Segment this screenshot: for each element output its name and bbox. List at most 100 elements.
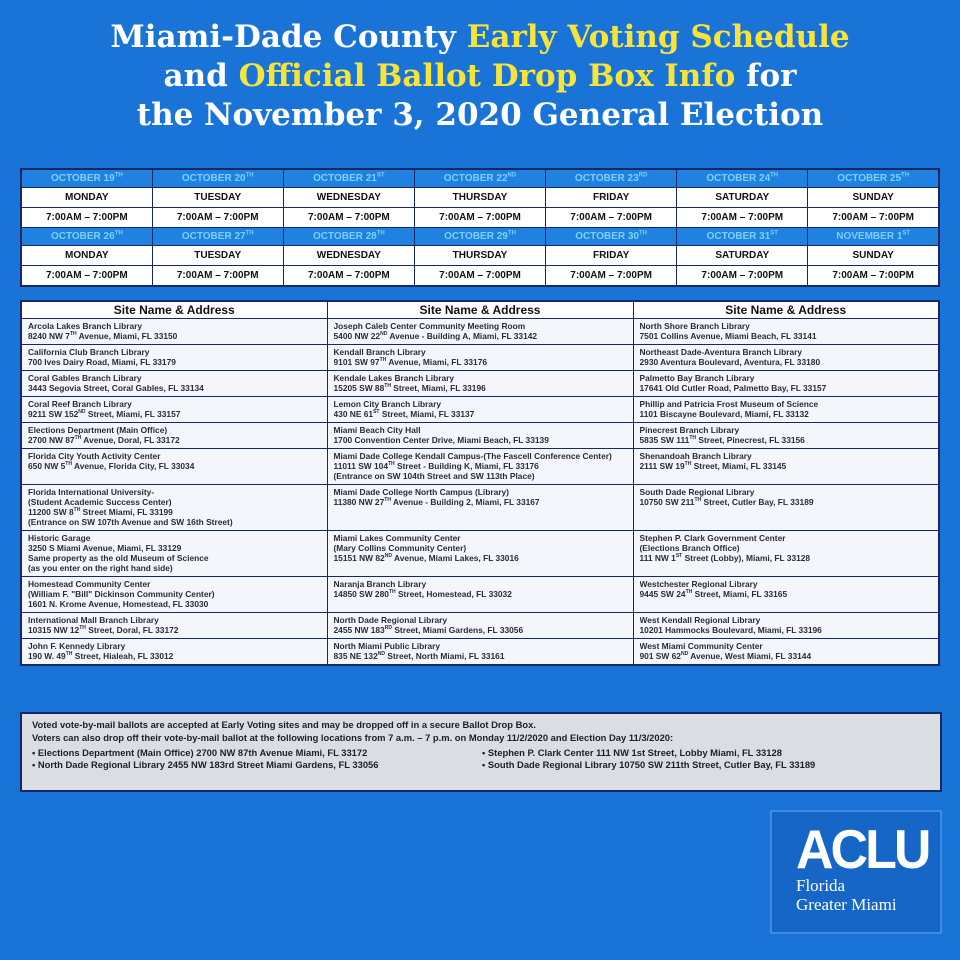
- site-address: (Entrance on SW 104th Street and SW 113t…: [333, 471, 535, 481]
- title-text: Early Voting Schedule: [466, 19, 850, 55]
- schedule-date: OCTOBER 26TH: [20, 227, 153, 246]
- column-header: Site Name & Address: [326, 300, 634, 319]
- site-cell: Kendale Lakes Branch Library 15205 SW 88T…: [326, 370, 634, 397]
- site-address: 700 Ives Dairy Road, Miami, FL 33179: [28, 357, 176, 367]
- site-cell: Coral Gables Branch Library 3443 Segovia …: [20, 370, 328, 397]
- schedule-hours: 7:00AM – 7:00PM: [20, 207, 153, 228]
- bullet-item: North Dade Regional Library 2455 NW 183r…: [32, 759, 482, 771]
- site-name: Coral Gables Branch Library: [28, 373, 142, 383]
- schedule-hours: 7:00AM – 7:00PM: [545, 207, 678, 228]
- schedule-date: OCTOBER 27TH: [151, 227, 284, 246]
- schedule-day: THURSDAY: [413, 245, 547, 266]
- site-address: 430 NE 61ST Street, Miami, FL 33137: [333, 409, 475, 419]
- site-address: 1700 Convention Center Drive, Miami Beac…: [333, 435, 549, 445]
- schedule-hours: 7:00AM – 7:00PM: [20, 265, 153, 287]
- schedule-day: SUNDAY: [807, 245, 940, 266]
- site-address: 9445 SW 24TH Street, Miami, FL 33165: [639, 589, 788, 599]
- site-address: 901 SW 62ND Avenue, West Miami, FL 33144: [639, 651, 812, 661]
- site-address: (Mary Collins Community Center): [333, 543, 467, 553]
- site-address: 5835 SW 111TH Street, Pinecrest, FL 3315…: [639, 435, 805, 445]
- site-cell: California Club Branch Library 700 Ives D…: [20, 344, 328, 371]
- site-cell: Palmetto Bay Branch Library 17641 Old Cut…: [632, 370, 940, 397]
- site-row: Coral Gables Branch Library 3443 Segovia …: [20, 370, 940, 397]
- site-cell: Miami Beach City Hall 1700 Convention Cen…: [326, 422, 634, 449]
- site-name: Homestead Community Center: [28, 579, 151, 589]
- schedule-date: OCTOBER 22ND: [413, 168, 547, 188]
- site-address: 2700 NW 87TH Avenue, Doral, FL 33172: [28, 435, 180, 445]
- site-row: International Mall Branch Library 10315 N…: [20, 612, 940, 639]
- site-address: 3443 Segovia Street, Coral Gables, FL 33…: [28, 383, 204, 393]
- bullet-item: Elections Department (Main Office) 2700 …: [32, 747, 482, 759]
- site-cell: North Miami Public Library 835 NE 132ND S…: [326, 638, 634, 666]
- schedule-date: OCTOBER 31ST: [676, 227, 809, 246]
- logo-name: ACLU: [796, 819, 931, 881]
- schedule-row: MONDAY TUESDAY WEDNESDAY THURSDAY FRIDAY SATU…: [20, 187, 940, 208]
- schedule-hours: 7:00AM – 7:00PM: [413, 265, 547, 287]
- site-row: John F. Kennedy Library 190 W. 49TH Stree…: [20, 638, 940, 666]
- site-address: 3250 S Miami Avenue, Miami, FL 33129: [28, 543, 182, 553]
- site-name: Miami Dade College North Campus (Library…: [333, 487, 509, 497]
- site-name: Pinecrest Branch Library: [639, 425, 740, 435]
- site-cell: Historic Garage 3250 S Miami Avenue, Miam…: [20, 530, 328, 577]
- title-line: the November 3, 2020 General Election: [0, 96, 960, 135]
- site-name: Kendall Branch Library: [333, 347, 426, 357]
- site-address: 111 NW 1ST Street (Lobby), Miami, FL 331…: [639, 553, 811, 563]
- site-cell: Arcola Lakes Branch Library 8240 NW 7TH A…: [20, 318, 328, 345]
- site-address: 190 W. 49TH Street, Hialeah, FL 33012: [28, 651, 174, 661]
- site-cell: Elections Department (Main Office) 2700 N…: [20, 422, 328, 449]
- site-address: 15205 SW 88TH Street, Miami, FL 33196: [333, 383, 486, 393]
- site-address: 2111 SW 19TH Street, Miami, FL 33145: [639, 461, 787, 471]
- sites-header-row: Site Name & Address Site Name & Address Si…: [20, 300, 940, 319]
- schedule-day: TUESDAY: [151, 245, 284, 266]
- schedule-hours: 7:00AM – 7:00PM: [807, 207, 940, 228]
- site-name: Miami Dade College Kendall Campus-(The F…: [333, 451, 612, 461]
- schedule-date: OCTOBER 20TH: [151, 168, 284, 188]
- title-line: and Official Ballot Drop Box Info for: [0, 57, 960, 96]
- site-address: 10201 Hammocks Boulevard, Miami, FL 3319…: [639, 625, 822, 635]
- site-name: Stephen P. Clark Government Center: [639, 533, 786, 543]
- site-address: (as you enter on the right hand side): [28, 563, 173, 573]
- schedule-date: OCTOBER 28TH: [282, 227, 415, 246]
- site-address: 17641 Old Cutler Road, Palmetto Bay, FL …: [639, 383, 827, 393]
- site-row: Elections Department (Main Office) 2700 N…: [20, 422, 940, 449]
- site-address: 7501 Collins Avenue, Miami Beach, FL 331…: [639, 331, 817, 341]
- site-name: Kendale Lakes Branch Library: [333, 373, 455, 383]
- site-name: Phillip and Patricia Frost Museum of Sci…: [639, 399, 819, 409]
- site-name: Shenandoah Branch Library: [639, 451, 752, 461]
- schedule-table: OCTOBER 19TH OCTOBER 20TH OCTOBER 21ST OCTO…: [20, 168, 940, 287]
- site-cell: Phillip and Patricia Frost Museum of Sci…: [632, 396, 940, 423]
- schedule-hours: 7:00AM – 7:00PM: [545, 265, 678, 287]
- schedule-row: OCTOBER 19TH OCTOBER 20TH OCTOBER 21ST OCTO…: [20, 168, 940, 188]
- site-name: Naranja Branch Library: [333, 579, 427, 589]
- schedule-date: OCTOBER 25TH: [807, 168, 940, 188]
- schedule-hours: 7:00AM – 7:00PM: [282, 265, 415, 287]
- title-line: Miami-Dade County Early Voting Schedule: [0, 18, 960, 57]
- site-cell: Naranja Branch Library 14850 SW 280TH Str…: [326, 576, 634, 613]
- schedule-day: WEDNESDAY: [282, 245, 415, 266]
- site-address: (Student Academic Success Center): [28, 497, 172, 507]
- site-address: 11200 SW 8TH Street Miami, FL 33199: [28, 507, 173, 517]
- site-address: 9211 SW 152ND Street, Miami, FL 33157: [28, 409, 181, 419]
- title-text: for: [735, 58, 797, 94]
- schedule-day: THURSDAY: [413, 187, 547, 208]
- site-address: 1101 Biscayne Boulevard, Miami, FL 33132: [639, 409, 809, 419]
- schedule-row: OCTOBER 26TH OCTOBER 27TH OCTOBER 28TH OCTO…: [20, 227, 940, 246]
- schedule-day: SATURDAY: [676, 245, 809, 266]
- bullet-list: Elections Department (Main Office) 2700 …: [32, 747, 932, 771]
- site-cell: West Kendall Regional Library 10201 Hammo…: [632, 612, 940, 639]
- schedule-hours: 7:00AM – 7:00PM: [807, 265, 940, 287]
- site-cell: Westchester Regional Library 9445 SW 24TH…: [632, 576, 940, 613]
- site-name: North Miami Public Library: [333, 641, 441, 651]
- site-cell: Shenandoah Branch Library 2111 SW 19TH St…: [632, 448, 940, 485]
- site-cell: South Dade Regional Library 10750 SW 211T…: [632, 484, 940, 531]
- site-row: Florida International University- (Studen…: [20, 484, 940, 531]
- schedule-row: 7:00AM – 7:00PM 7:00AM – 7:00PM 7:00AM – 7…: [20, 265, 940, 287]
- schedule-hours: 7:00AM – 7:00PM: [676, 265, 809, 287]
- schedule-date: OCTOBER 24TH: [676, 168, 809, 188]
- title: Miami-Dade County Early Voting Schedule a…: [0, 18, 960, 135]
- site-name: Florida City Youth Activity Center: [28, 451, 161, 461]
- schedule-day: FRIDAY: [545, 245, 678, 266]
- site-name: Joseph Caleb Center Community Meeting Ro…: [333, 321, 526, 331]
- site-address: 10315 NW 12TH Street, Doral, FL 33172: [28, 625, 179, 635]
